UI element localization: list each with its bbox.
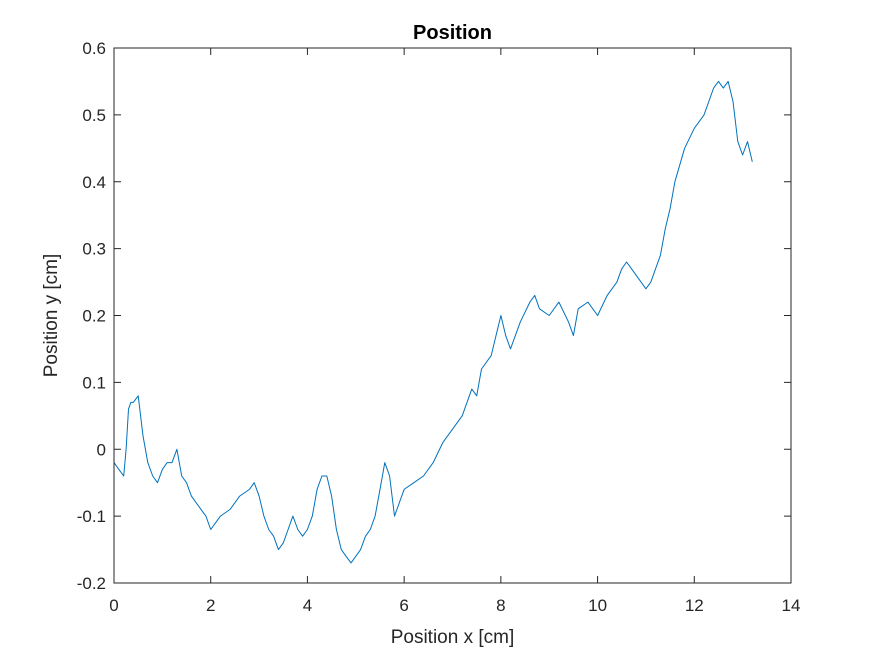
x-tick-label: 6 — [399, 596, 408, 615]
x-tick-label: 2 — [206, 596, 215, 615]
x-tick-label: 8 — [496, 596, 505, 615]
chart-title: Position — [413, 22, 492, 44]
y-tick-label: -0.2 — [77, 574, 106, 593]
series-line-0 — [113, 80, 753, 564]
plot-area — [114, 48, 791, 583]
x-tick-label: 0 — [109, 596, 118, 615]
y-tick-label: 0.2 — [82, 307, 106, 326]
y-tick-label: 0.3 — [82, 240, 106, 259]
x-axis-label: Position x [cm] — [391, 627, 515, 648]
series-lines — [113, 80, 753, 564]
x-tick-label: 14 — [782, 596, 801, 615]
plot-box — [113, 47, 792, 584]
x-tick-label: 12 — [685, 596, 704, 615]
y-tick-label: -0.1 — [77, 507, 106, 526]
y-tick-label: 0.1 — [82, 373, 106, 392]
y-tick-label: 0.6 — [82, 39, 106, 58]
y-tick-label: 0 — [97, 440, 106, 459]
y-axis-label: Position y [cm] — [41, 254, 62, 378]
x-axis-ticks: 0 2 4 6 8 10 12 14 — [109, 48, 800, 615]
y-tick-label: 0.5 — [82, 106, 106, 125]
x-tick-label: 10 — [588, 596, 607, 615]
x-tick-label: 4 — [303, 596, 312, 615]
y-tick-label: 0.4 — [82, 173, 106, 192]
